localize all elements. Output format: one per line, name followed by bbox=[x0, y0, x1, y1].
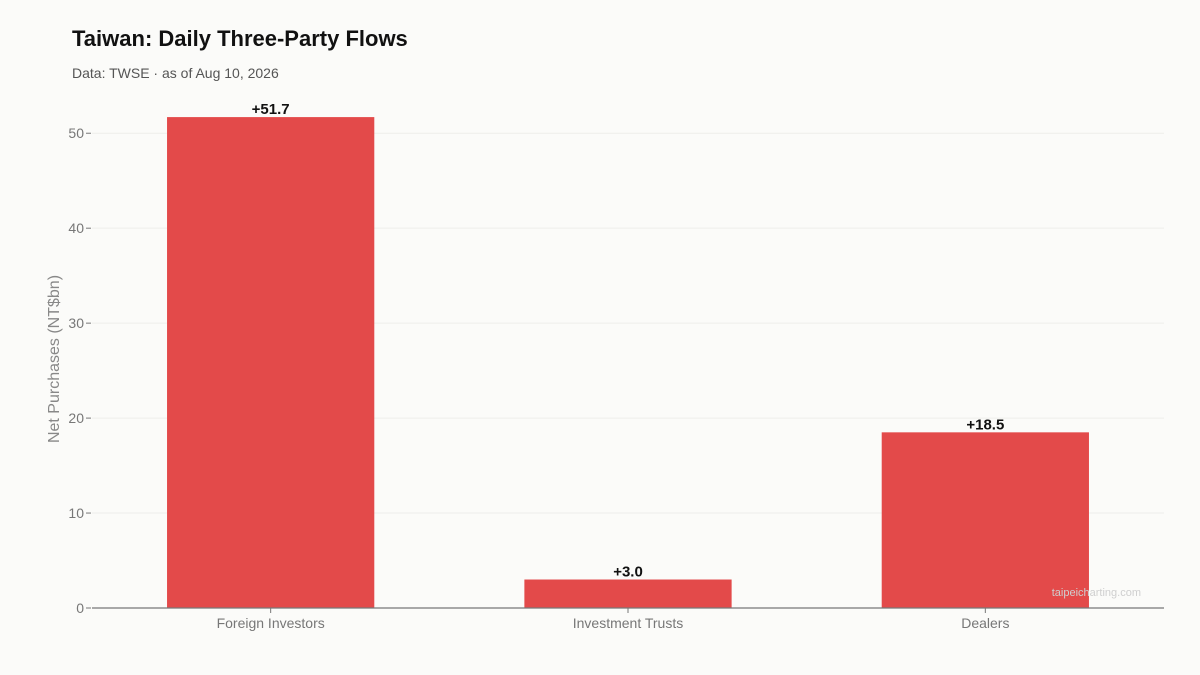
y-tick-label: 50 bbox=[68, 125, 84, 141]
x-tick-label: Foreign Investors bbox=[217, 615, 325, 631]
y-axis-title: Net Purchases (NT$bn) bbox=[46, 275, 63, 443]
x-tick-label: Dealers bbox=[961, 615, 1009, 631]
bar-value-label: +3.0 bbox=[613, 564, 643, 581]
y-tick-label: 40 bbox=[68, 220, 84, 236]
y-tick-label: 30 bbox=[68, 315, 84, 331]
bar bbox=[881, 432, 1089, 608]
watermark-text: taipeicharting.com bbox=[1052, 587, 1141, 599]
y-tick-label: 20 bbox=[68, 410, 84, 426]
chart-title: Taiwan: Daily Three-Party Flows bbox=[72, 26, 408, 51]
y-tick-label: 0 bbox=[76, 600, 84, 616]
x-tick-label: Investment Trusts bbox=[573, 615, 683, 631]
bar-value-label: +51.7 bbox=[252, 101, 290, 118]
y-tick-label: 10 bbox=[68, 505, 84, 521]
chart-subtitle: Data: TWSE · as of Aug 10, 2026 bbox=[72, 65, 279, 81]
bar bbox=[167, 117, 375, 609]
bar-value-label: +18.5 bbox=[966, 416, 1004, 433]
bar bbox=[524, 579, 732, 608]
